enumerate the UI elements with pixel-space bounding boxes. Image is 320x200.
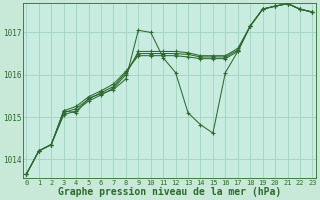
X-axis label: Graphe pression niveau de la mer (hPa): Graphe pression niveau de la mer (hPa) — [58, 187, 281, 197]
